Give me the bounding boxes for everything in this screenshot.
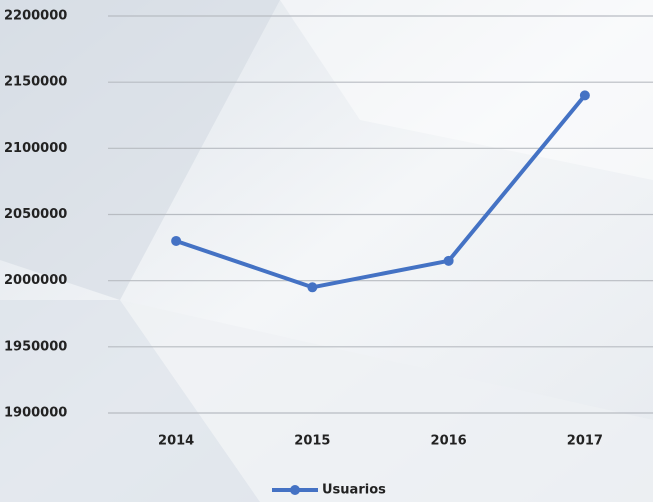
legend-marker (290, 485, 300, 495)
y-tick-label: 1900000 (4, 406, 67, 421)
y-tick-label: 2150000 (4, 75, 67, 90)
decoration (280, 0, 653, 180)
y-tick-label: 1950000 (4, 339, 67, 354)
x-tick-label: 2017 (567, 434, 603, 449)
data-point (171, 235, 182, 246)
x-tick-label: 2014 (158, 434, 194, 449)
x-tick-label: 2015 (294, 434, 330, 449)
legend-label: Usuarios (322, 483, 386, 498)
decoration (0, 0, 280, 300)
x-tick-label: 2016 (431, 434, 467, 449)
y-tick-label: 2050000 (4, 207, 67, 222)
data-point (307, 282, 318, 293)
decoration (0, 300, 260, 502)
decoration (120, 300, 653, 502)
y-tick-label: 2200000 (4, 9, 67, 24)
y-tick-label: 2000000 (4, 273, 67, 288)
series-line (175, 94, 587, 290)
data-point (579, 90, 590, 101)
y-tick-label: 2100000 (4, 141, 67, 156)
data-point (443, 255, 454, 266)
